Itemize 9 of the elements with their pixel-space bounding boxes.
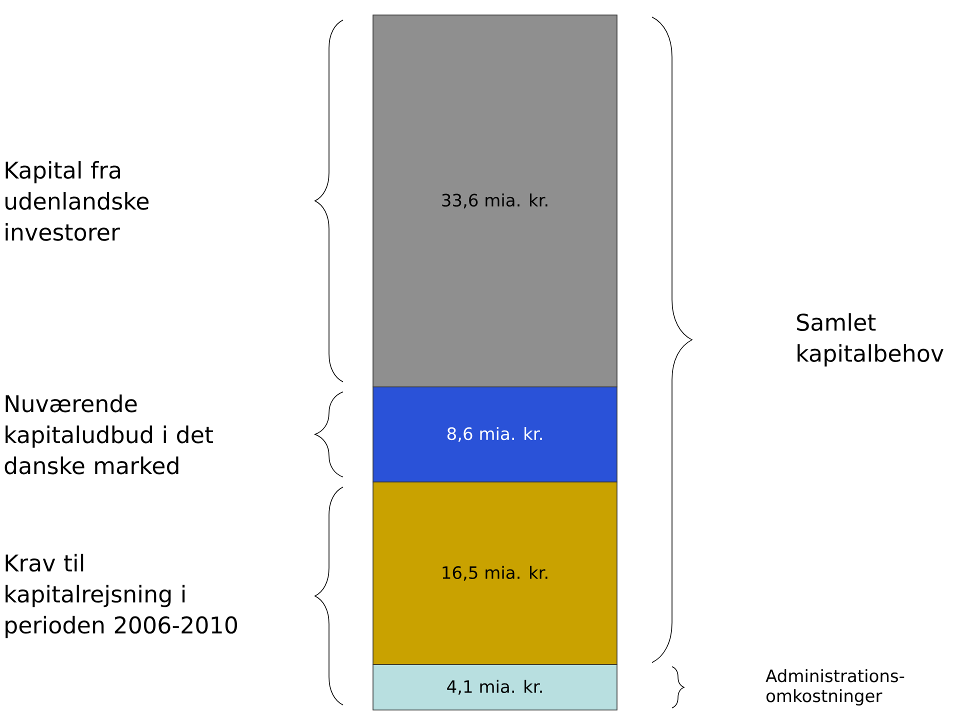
- data-label: 33,6 mia. kr.: [442, 193, 548, 208]
- data-label: 8,6 mia. kr.: [447, 426, 542, 442]
- data-label: 4,1 mia. kr.: [447, 680, 542, 695]
- text: Kapital fra udenlandske investorer: [5, 161, 149, 241]
- text: Nuværende kapitaludbud i det danske marked: [4, 394, 213, 474]
- text: Krav til kapitalrejsning i perioden 2006-2010: [6, 554, 238, 638]
- text: Samlet kapitalbehov: [797, 313, 944, 366]
- data-label: 16,5 mia. kr.: [442, 566, 548, 581]
- text: Administrations-omkostninger: [766, 669, 904, 706]
